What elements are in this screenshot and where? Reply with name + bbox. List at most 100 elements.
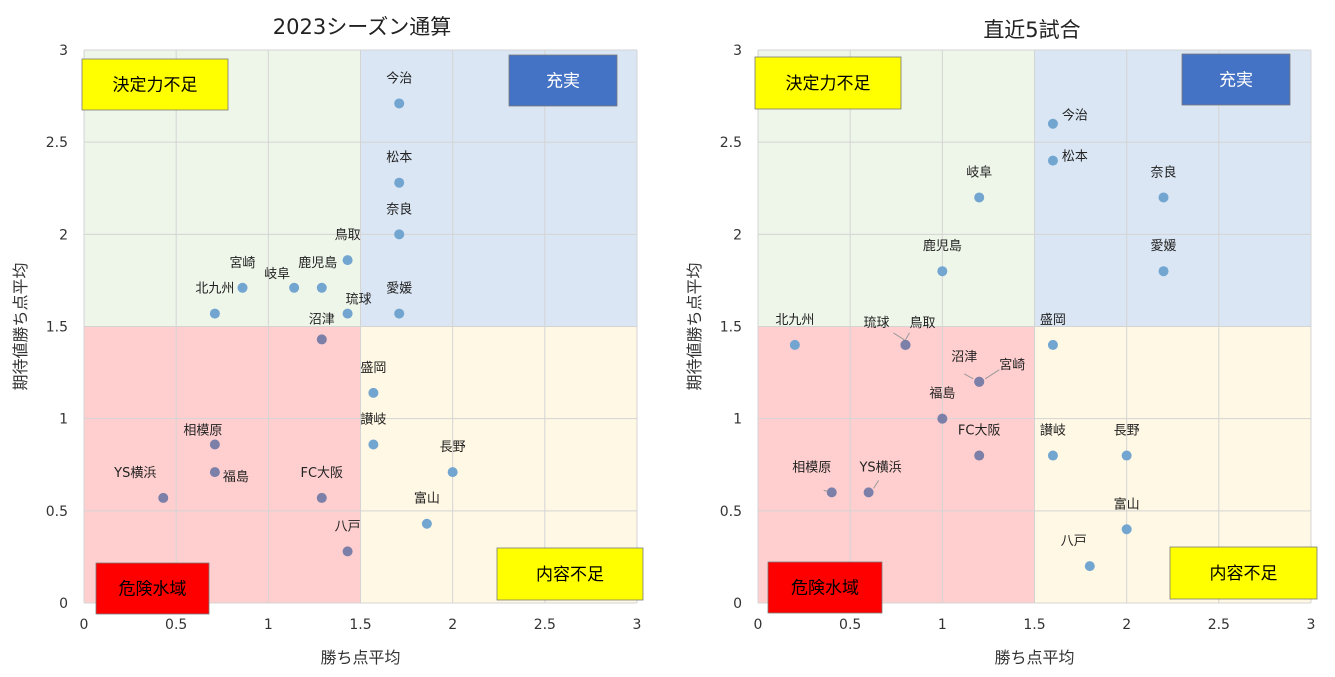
x-tick-label: 2.5	[1208, 617, 1230, 633]
x-tick-label: 1	[938, 617, 947, 633]
x-tick-label: 1.5	[349, 617, 371, 633]
y-tick-label: 2.5	[720, 135, 742, 151]
quadrant-label-box	[754, 56, 902, 110]
data-point-label: 盛岡	[360, 361, 386, 376]
data-point	[394, 177, 405, 188]
data-point	[1084, 561, 1095, 572]
data-point	[937, 266, 948, 277]
data-point	[237, 282, 248, 293]
quadrant-label-text: 充実	[1219, 71, 1253, 91]
leader-line	[963, 373, 974, 380]
data-point	[974, 376, 985, 387]
data-point-label: 福島	[223, 470, 249, 485]
data-point-label: 八戸	[1061, 534, 1087, 549]
data-point	[368, 439, 379, 450]
data-point-label: 相模原	[183, 423, 222, 438]
data-point-label: 岐阜	[264, 266, 290, 282]
quadrant-label-bottom-right: 内容不足	[496, 547, 644, 601]
y-tick-label: 1.5	[720, 320, 742, 336]
x-tick-label: 2.5	[534, 617, 556, 633]
quadrant-label-box	[767, 561, 883, 614]
data-point	[1121, 450, 1132, 461]
x-tick-label: 0	[80, 617, 89, 633]
x-axis-label: 勝ち点平均	[994, 648, 1074, 667]
y-tick-label: 3	[59, 43, 68, 59]
data-point-label: 福島	[929, 387, 955, 402]
data-point-label: 愛媛	[1151, 239, 1177, 254]
data-point-label: 今治	[386, 70, 412, 86]
data-point	[342, 308, 353, 319]
data-point	[937, 413, 948, 424]
data-point	[421, 518, 432, 529]
y-tick-label: 0	[733, 596, 742, 612]
data-point-label: 鳥取	[335, 228, 361, 243]
data-point	[900, 339, 911, 350]
data-point-label: 富山	[414, 491, 440, 507]
quadrant-label-text: 内容不足	[1210, 564, 1278, 584]
data-point-label: FC大阪	[958, 424, 1001, 439]
data-point-label: 讃岐	[1040, 424, 1066, 439]
data-point-label: 奈良	[1151, 164, 1177, 180]
y-tick-label: 2	[733, 227, 742, 243]
data-point-label: 宮崎	[999, 357, 1025, 373]
quadrant-label-bottom-left: 危険水域	[95, 562, 210, 615]
data-point-label: 讃岐	[360, 412, 386, 427]
leader-line	[823, 489, 828, 492]
data-point	[1121, 524, 1132, 535]
data-point-label: 琉球	[863, 316, 889, 331]
quadrant-label-top-right: 充実	[1181, 53, 1291, 106]
data-point-label: FC大阪	[301, 466, 344, 481]
y-tick-label: 2.5	[46, 135, 68, 151]
data-point-label: 盛岡	[1040, 313, 1066, 328]
data-point	[789, 339, 800, 350]
quadrant-label-bottom-left: 危険水域	[767, 561, 883, 614]
chart-title: 直近5試合	[983, 18, 1080, 42]
quadrant-label-text: 決定力不足	[786, 74, 871, 94]
quadrant-label-text: 充実	[546, 72, 580, 92]
data-point-label: YS横浜	[113, 466, 156, 481]
data-point	[209, 439, 220, 450]
data-point	[826, 487, 837, 498]
data-point-label: 沼津	[951, 350, 977, 365]
quadrant-label-box	[508, 54, 618, 107]
data-point-label: 松本	[1062, 150, 1088, 165]
data-point-label: 沼津	[309, 312, 335, 327]
y-tick-label: 0.5	[720, 504, 742, 520]
data-point-label: 富山	[1114, 496, 1140, 512]
leader-line	[984, 369, 1000, 380]
data-point	[342, 546, 353, 557]
data-point	[368, 387, 379, 398]
data-point	[209, 467, 220, 478]
data-point	[1047, 450, 1058, 461]
y-tick-label: 1	[59, 412, 68, 428]
data-point-label: 北九州	[195, 282, 234, 297]
quadrant-label-box	[81, 58, 229, 111]
x-tick-label: 1	[264, 617, 273, 633]
data-point	[974, 450, 985, 461]
data-point-label: YS横浜	[858, 460, 901, 475]
data-point	[1047, 118, 1058, 129]
data-point	[342, 255, 353, 266]
quadrant-label-box	[1181, 53, 1291, 106]
data-point	[1158, 192, 1169, 203]
data-point	[394, 308, 405, 319]
data-point	[394, 98, 405, 109]
data-point-label: 北九州	[775, 313, 814, 328]
y-axis-label: 期待値勝ち点平均	[11, 262, 30, 390]
x-tick-label: 2	[1122, 617, 1131, 633]
data-point	[316, 282, 327, 293]
quadrant-label-box	[1169, 546, 1318, 600]
data-point-label: 松本	[386, 151, 412, 166]
y-tick-label: 1	[733, 412, 742, 428]
chart-title: 2023シーズン通算	[273, 15, 451, 39]
data-point	[316, 492, 327, 503]
data-point	[1047, 339, 1058, 350]
leader-line	[873, 480, 880, 489]
data-point-label: 鹿児島	[298, 255, 337, 271]
data-point	[316, 334, 327, 345]
x-tick-label: 0	[754, 617, 763, 633]
x-axis-label: 勝ち点平均	[320, 648, 400, 667]
y-axis-label: 期待値勝ち点平均	[685, 262, 704, 390]
